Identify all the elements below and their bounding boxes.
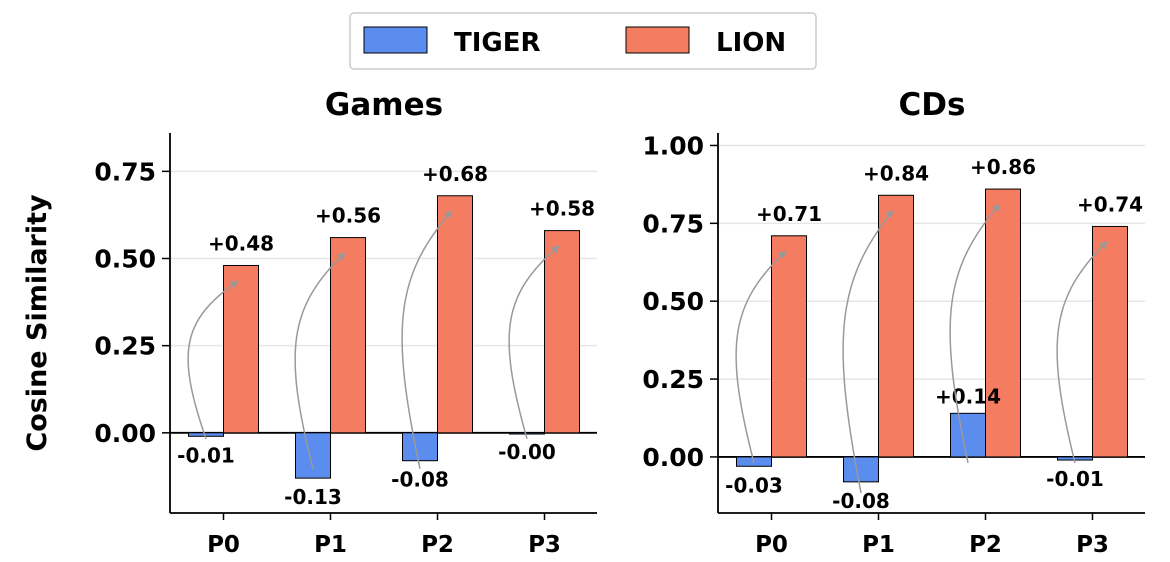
x-tick-label: P3 — [528, 532, 561, 558]
data-label-tiger: -0.00 — [498, 440, 556, 464]
transition-arrow — [949, 203, 1001, 464]
legend-label-lion: LION — [716, 28, 786, 58]
x-tick-label: P1 — [314, 532, 347, 558]
y-tick-label: 0.50 — [642, 287, 704, 316]
legend-swatch-tiger — [363, 26, 428, 54]
y-tick-label: 0.50 — [94, 245, 156, 274]
bar-lion-games-p2 — [437, 195, 473, 434]
transition-arrow — [187, 280, 239, 440]
bar-lion-games-p1 — [330, 237, 366, 434]
data-label-tiger: -0.13 — [284, 485, 342, 509]
data-label-lion: +0.56 — [315, 204, 381, 228]
bar-tiger-games-p0 — [188, 432, 224, 437]
transition-arrow — [294, 252, 346, 470]
x-tick-label: P3 — [1076, 532, 1109, 558]
data-label-lion: +0.58 — [529, 197, 595, 221]
data-label-lion: +0.84 — [863, 161, 929, 185]
y-tick-label: 0.00 — [642, 443, 704, 472]
bar-lion-cds-p2 — [985, 188, 1021, 458]
data-label-lion: +0.86 — [970, 155, 1036, 179]
data-label-lion: +0.68 — [422, 162, 488, 186]
bar-lion-games-p0 — [223, 264, 259, 434]
bar-lion-games-p3 — [544, 230, 580, 434]
data-label-lion: +0.48 — [208, 231, 274, 255]
y-tick-label: 0.00 — [94, 419, 156, 448]
bar-tiger-games-p3 — [509, 432, 545, 435]
transition-arrow — [1056, 241, 1108, 464]
transition-arrow — [842, 209, 894, 494]
y-tick-label: 0.25 — [94, 332, 156, 361]
legend-swatch-lion — [625, 26, 690, 54]
panel-title-cds: CDs — [899, 87, 966, 123]
y-tick-label: 0.25 — [642, 365, 704, 394]
x-tick-label: P2 — [969, 532, 1002, 558]
data-label-tiger: +0.14 — [935, 384, 1001, 408]
panel-title-games: Games — [325, 87, 443, 123]
data-label-tiger: -0.01 — [1046, 467, 1104, 491]
x-tick-label: P1 — [862, 532, 895, 558]
transition-arrow — [508, 245, 560, 440]
transition-arrow — [735, 250, 787, 464]
bar-tiger-cds-p3 — [1057, 456, 1093, 461]
y-tick-label: 1.00 — [642, 131, 704, 160]
legend-frame — [349, 12, 817, 70]
data-label-lion: +0.74 — [1077, 192, 1143, 216]
x-tick-label: P0 — [755, 532, 788, 558]
y-tick-label: 0.75 — [94, 157, 156, 186]
legend: TIGER LION — [349, 12, 817, 70]
data-label-tiger: -0.01 — [177, 443, 235, 467]
bar-lion-cds-p1 — [878, 194, 914, 458]
panel-cds: CDs 0.00 0.25 0.50 0.75 1.00 P0 -0.03 +0.71 P1 -0… — [642, 87, 1145, 558]
bar-lion-cds-p0 — [771, 235, 807, 458]
x-tick-label: P2 — [421, 532, 454, 558]
data-label-tiger: -0.08 — [391, 468, 449, 492]
bar-tiger-games-p2 — [402, 432, 438, 462]
legend-label-tiger: TIGER — [454, 28, 541, 58]
panel-games: Games 0.00 0.25 0.50 0.75 P0 -0.01 +0.48 P1 -0.1… — [94, 87, 597, 558]
x-tick-label: P0 — [207, 532, 240, 558]
data-label-tiger: -0.08 — [832, 489, 890, 513]
data-label-lion: +0.71 — [756, 202, 822, 226]
bar-tiger-games-p1 — [295, 432, 331, 479]
bar-lion-cds-p3 — [1092, 225, 1128, 458]
transition-arrow — [401, 210, 453, 469]
bar-tiger-cds-p1 — [843, 456, 879, 483]
bar-tiger-cds-p2 — [950, 412, 986, 458]
y-axis-label: Cosine Similarity — [22, 194, 53, 452]
y-tick-label: 0.75 — [642, 209, 704, 238]
data-label-tiger: -0.03 — [725, 473, 783, 497]
